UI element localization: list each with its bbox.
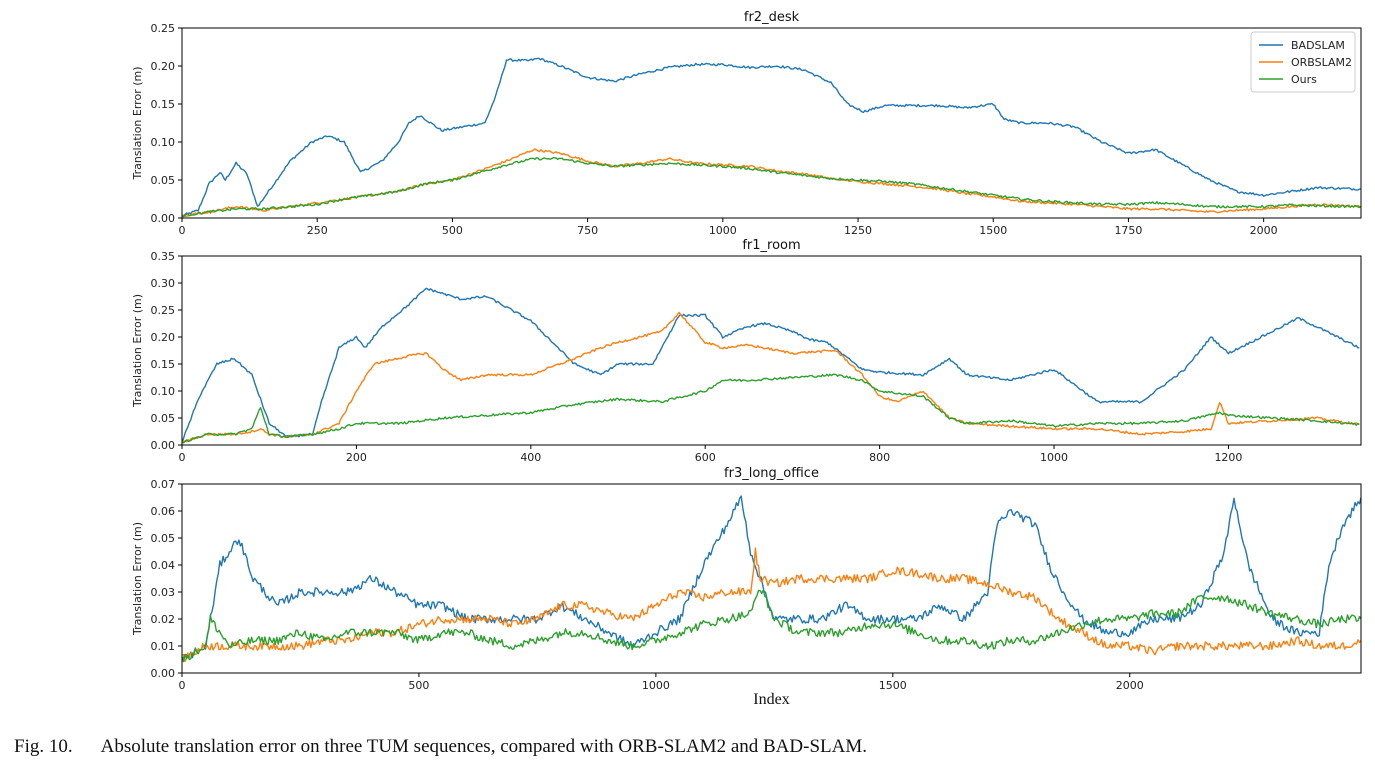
series-line-badslam: [182, 287, 1360, 444]
y-tick-label: 0.07: [151, 478, 176, 491]
x-axis-label: Index: [753, 691, 789, 708]
x-tick-label: 0: [179, 224, 186, 237]
x-tick-label: 0: [179, 679, 186, 692]
figure-caption: Fig. 10. Absolute translation error on th…: [14, 736, 867, 758]
y-tick-label: 0.00: [151, 439, 176, 452]
y-tick-label: 0.02: [151, 613, 176, 626]
y-axis-label: Translation Error (m): [131, 294, 144, 408]
series-group: [182, 287, 1360, 444]
series-line-orbslam2: [182, 148, 1361, 218]
x-tick-label: 600: [695, 451, 716, 464]
y-axis-label: Translation Error (m): [131, 522, 144, 636]
x-tick-label: 800: [869, 451, 890, 464]
x-tick-label: 1500: [879, 679, 907, 692]
y-tick-label: 0.04: [151, 559, 176, 572]
y-axis-label: Translation Error (m): [131, 66, 144, 180]
x-tick-label: 200: [346, 451, 367, 464]
y-tick-label: 0.05: [151, 532, 176, 545]
axes-frame: [181, 255, 1362, 446]
legend-label-orbslam2: ORBSLAM2: [1291, 56, 1352, 69]
y-tick-label: 0.15: [151, 358, 176, 371]
x-tick-label: 1000: [709, 224, 737, 237]
y-tick-label: 0.15: [151, 98, 176, 111]
legend-label-ours: Ours: [1291, 73, 1317, 86]
y-tick-label: 0.20: [151, 60, 176, 73]
x-tick-label: 1200: [1214, 451, 1242, 464]
x-tick-label: 2000: [1250, 224, 1278, 237]
series-line-orbslam2: [182, 311, 1360, 443]
series-line-ours: [182, 589, 1361, 663]
caption-label: Fig. 10.: [14, 736, 73, 757]
x-tick-label: 400: [520, 451, 541, 464]
y-tick-label: 0.35: [151, 250, 176, 263]
x-tick-label: 1000: [1040, 451, 1068, 464]
y-tick-label: 0.30: [151, 277, 176, 290]
caption-text: Absolute translation error on three TUM …: [100, 736, 867, 757]
series-line-ours: [182, 157, 1361, 218]
y-tick-label: 0.05: [151, 412, 176, 425]
y-tick-label: 0.01: [151, 640, 176, 653]
series-group: [182, 57, 1361, 218]
panel-fr2-desk: 0 250 500 750 1000 1250 1500 1750 2000 0.00 0.05 0.…: [131, 10, 1362, 237]
panel-title: fr2_desk: [744, 10, 800, 25]
x-tick-label: 1250: [844, 224, 872, 237]
x-tick-label: 250: [307, 224, 328, 237]
y-tick-label: 0.10: [151, 385, 176, 398]
axes-frame: [181, 483, 1362, 674]
axes-frame: [181, 27, 1362, 219]
series-line-ours: [182, 373, 1360, 444]
y-tick-label: 0.00: [151, 667, 176, 680]
series-line-orbslam2: [182, 547, 1361, 663]
y-tick-label: 0.25: [151, 304, 176, 317]
legend-box: [1250, 31, 1356, 93]
panel-fr1-room: 0 200 400 600 800 1000 1200 0.00 0.05 0.10 0.15 0.2…: [131, 238, 1362, 464]
x-tick-label: 1000: [642, 679, 670, 692]
y-tick-label: 0.05: [151, 174, 176, 187]
panel-title: fr3_long_office: [724, 466, 819, 481]
x-tick-label: 1500: [979, 224, 1007, 237]
x-tick-label: 0: [179, 451, 186, 464]
series-group: [182, 495, 1361, 663]
y-tick-label: 0.03: [151, 586, 176, 599]
legend: BADSLAM ORBSLAM2 Ours: [1250, 31, 1356, 93]
legend-label-badslam: BADSLAM: [1291, 39, 1345, 52]
x-tick-label: 750: [577, 224, 598, 237]
x-tick-label: 500: [408, 679, 429, 692]
panel-fr3-long-office: 0 500 1000 1500 2000 0.00 0.01 0.02 0.03 0.04 0.05…: [131, 466, 1362, 708]
y-tick-label: 0.06: [151, 505, 176, 518]
y-tick-label: 0.00: [151, 212, 176, 225]
y-tick-label: 0.25: [151, 22, 176, 35]
x-tick-label: 500: [442, 224, 463, 237]
y-tick-label: 0.10: [151, 136, 176, 149]
series-line-badslam: [182, 57, 1361, 217]
x-tick-label: 1750: [1114, 224, 1142, 237]
panel-title: fr1_room: [742, 238, 800, 253]
y-tick-label: 0.20: [151, 331, 176, 344]
x-tick-label: 2000: [1116, 679, 1144, 692]
